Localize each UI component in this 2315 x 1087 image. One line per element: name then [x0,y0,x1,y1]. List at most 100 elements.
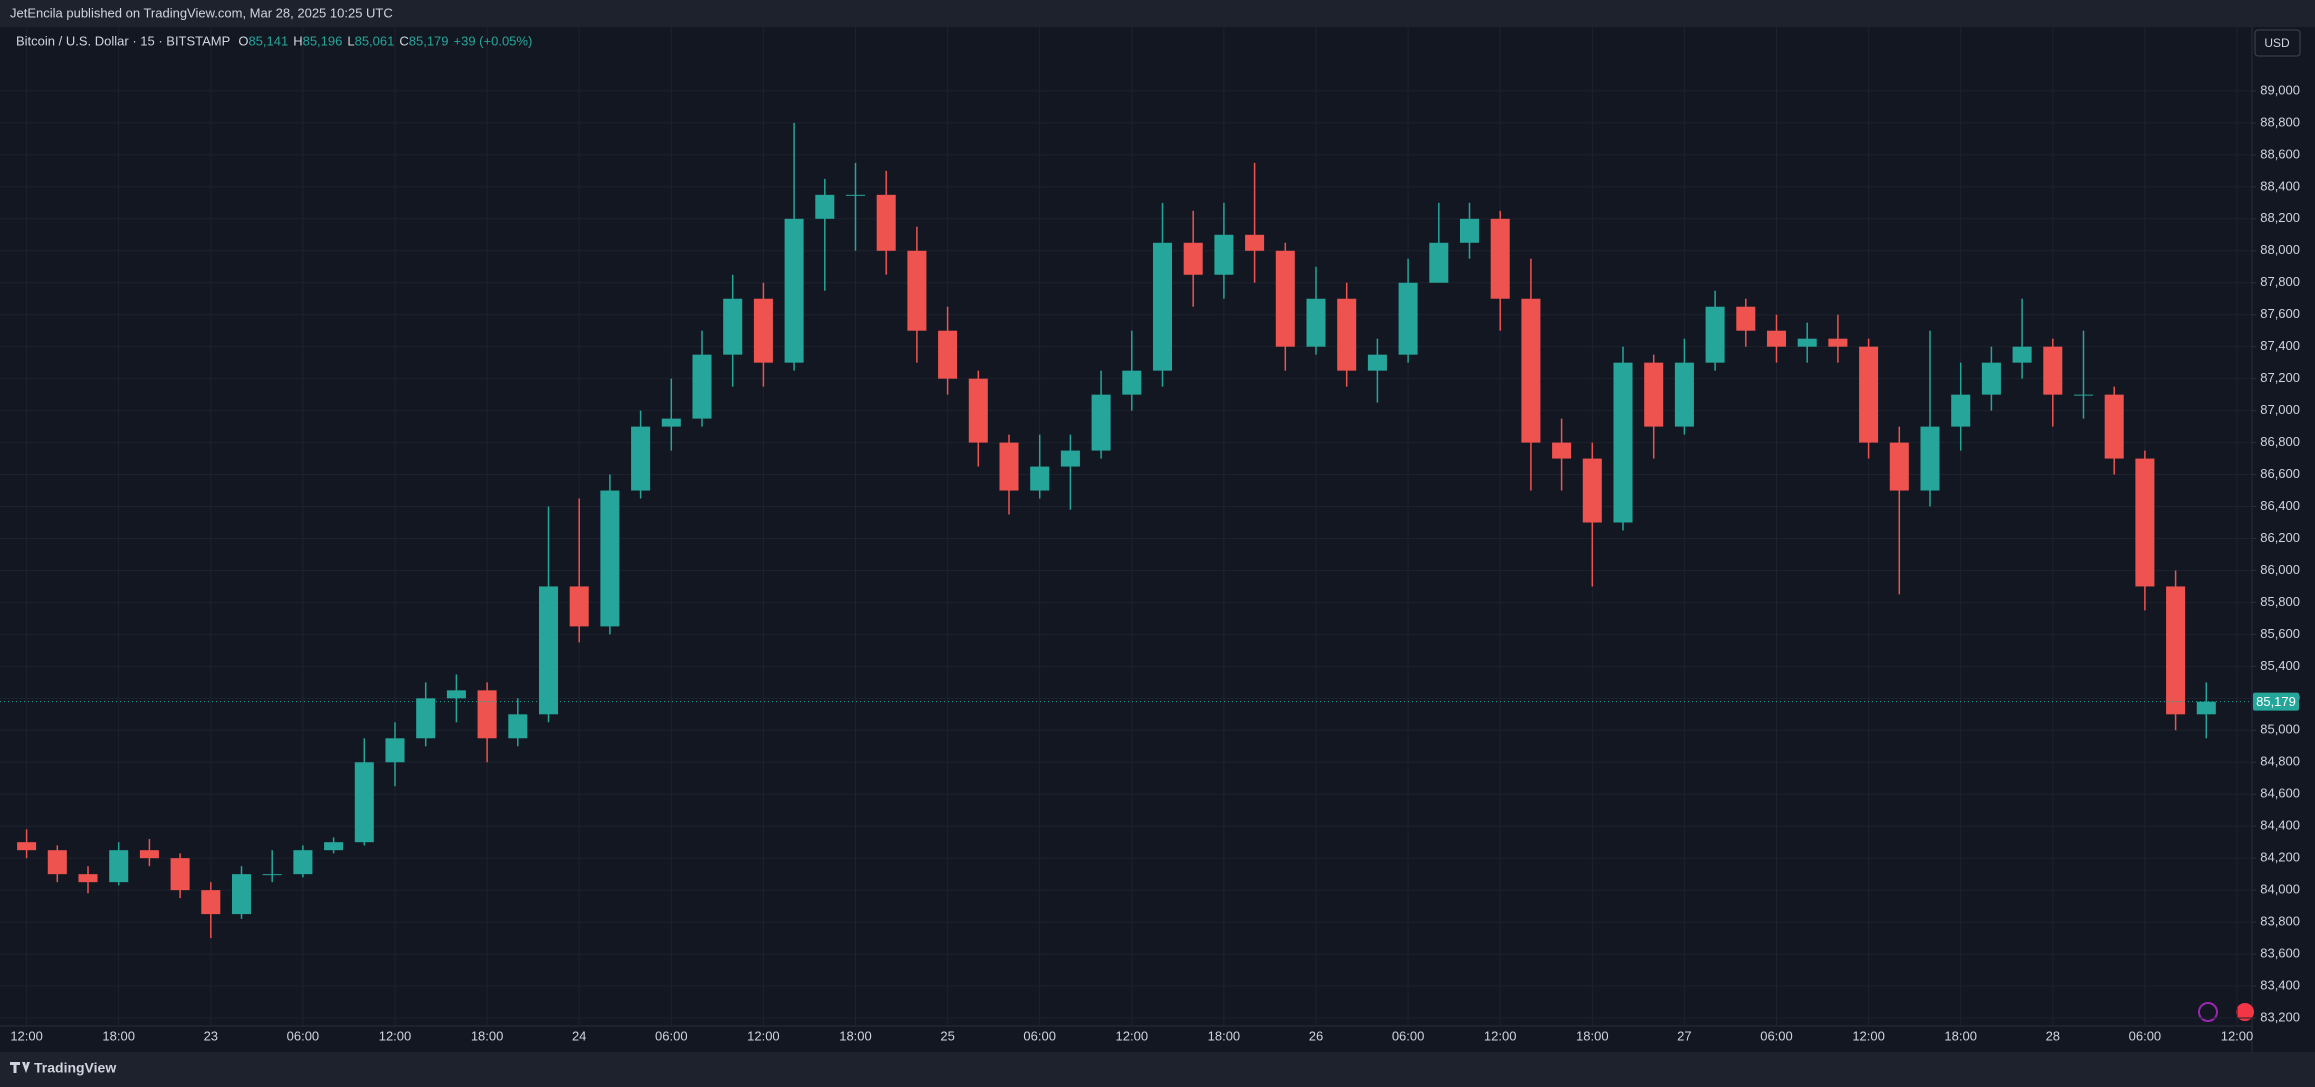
y-tick-label: 88,600 [2260,146,2300,161]
currency-box[interactable] [2254,29,2301,57]
last-price-label: 85,179 [2256,694,2296,709]
y-tick-label: 85,400 [2260,658,2300,673]
x-tick-label: 18:00 [1944,1028,1977,1043]
change: +39 (+0.05%) [454,33,533,48]
y-tick-label: 86,000 [2260,562,2300,577]
candle-body [1920,426,1940,491]
candle-body [477,690,497,739]
candle-body [1152,242,1173,371]
x-tick-label: 24 [572,1028,586,1043]
candle-body [1060,450,1080,467]
x-tick-label: 12:00 [1484,1028,1517,1043]
candle-body [2012,346,2032,363]
x-tick-label: 18:00 [471,1028,504,1043]
x-tick-label: 12:00 [10,1028,43,1043]
footer-text: TradingView [34,1060,116,1076]
candle-body [2196,701,2216,715]
candle-body [416,698,436,739]
candle-body [1490,218,1510,299]
candle-body [1459,218,1480,243]
grid [0,27,2252,1026]
footer-logo [10,1062,30,1073]
candle-body [631,426,651,491]
candle-body [1245,234,1265,251]
x-tick-label: 06:00 [287,1028,320,1043]
y-tick-label: 84,000 [2260,882,2300,897]
candle-body [1183,242,1203,275]
ohlc-value: 85,141 [248,33,288,48]
candle-body [201,890,221,915]
y-tick-label: 88,800 [2260,114,2300,129]
candle-body [1552,442,1572,459]
currency: USD [2264,36,2290,50]
candle-body [293,850,313,875]
y-tick-label: 88,200 [2260,210,2300,225]
candle-body [938,330,958,379]
last-price-badge [2253,692,2299,711]
x-tick-label: 18:00 [1576,1028,1609,1043]
candle-body [661,418,681,427]
candle-body [508,714,528,739]
candle-body [1766,330,1787,347]
candle-body [2073,394,2094,396]
candles [17,122,2216,939]
candle-body [1582,458,1602,523]
candle-body [1398,282,1418,355]
candle-body [1859,346,1879,443]
candle-body [968,378,988,443]
y-tick-label: 84,600 [2260,786,2300,801]
x-tick-label: 25 [940,1028,954,1043]
candle-body [2104,394,2124,459]
y-tick-label: 83,200 [2260,1009,2300,1024]
y-tick-label: 86,200 [2260,530,2300,545]
candle-body [1797,338,1817,347]
candle-body [753,298,773,363]
candle-body [324,842,344,851]
y-tick-label: 86,400 [2260,498,2300,513]
candle-body [446,690,466,699]
symbol-title: Bitcoin / U.S. Dollar · 15 · BITSTAMP [16,33,230,48]
x-tick-label: 18:00 [102,1028,135,1043]
candle-body [1613,362,1633,523]
candle-body [1367,354,1387,371]
candle-body [262,874,282,876]
x-tick-label: 12:00 [379,1028,412,1043]
candle-body [139,850,159,859]
candle-body [1736,306,1756,331]
x-tick-label: 12:00 [1852,1028,1885,1043]
y-tick-label: 84,200 [2260,850,2300,865]
candle-body [109,850,129,883]
candle-body [876,194,896,251]
candle-body [78,874,98,883]
x-tick-label: 12:00 [2221,1028,2254,1043]
candle-body [1951,394,1971,427]
candle-body [354,762,374,843]
x-tick-label: 06:00 [655,1028,688,1043]
x-tick-label: 27 [1677,1028,1691,1043]
y-tick-label: 89,000 [2260,82,2300,97]
candle-body [784,218,804,363]
candle-body [692,354,712,419]
candle-body [999,442,1019,491]
candle-body [1981,362,2001,395]
x-tick-label: 06:00 [1392,1028,1425,1043]
candle-body [538,586,559,715]
y-tick-label: 85,600 [2260,626,2300,641]
candle-body [47,850,67,875]
candle-body [385,738,405,763]
x-tick-label: 12:00 [747,1028,780,1043]
ohlc-key: H [293,33,302,48]
x-tick-label: 06:00 [1760,1028,1793,1043]
x-tick-label: 12:00 [1116,1028,1149,1043]
alert-icon[interactable] [2198,1002,2218,1022]
candle-body [1214,234,1234,275]
y-tick-label: 85,800 [2260,594,2300,609]
y-tick-label: 88,400 [2260,178,2300,193]
y-tick-label: 87,000 [2260,402,2300,417]
candle-body [1828,338,1848,347]
y-tick-label: 84,400 [2260,818,2300,833]
flag-icon[interactable] [2236,1003,2254,1021]
candle-body [600,490,620,627]
x-tick-label: 28 [2046,1028,2060,1043]
